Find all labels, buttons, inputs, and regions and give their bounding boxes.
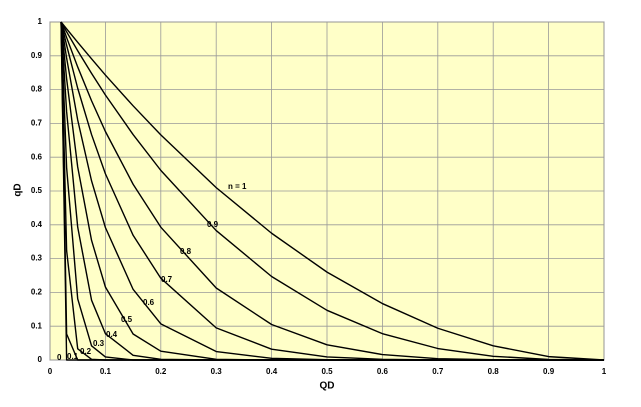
x-axis-title: QD [320, 381, 335, 392]
x-tick-label: 1 [602, 367, 607, 376]
y-tick-label: 0.7 [31, 119, 43, 128]
y-tick-label: 0.3 [31, 254, 43, 263]
curve-label: 0 [57, 353, 62, 362]
x-tick-label: 0.3 [211, 367, 223, 376]
x-tick-label: 0.6 [377, 367, 389, 376]
x-tick-label: 0.7 [432, 367, 444, 376]
x-tick-label: 0.4 [266, 367, 278, 376]
curve [60, 21, 605, 361]
y-tick-label: 0 [38, 355, 43, 364]
curve-label: 0.5 [121, 315, 133, 324]
y-tick-label: 0.8 [31, 85, 43, 94]
x-tick-label: 0 [48, 367, 53, 376]
curve-label: 0.3 [93, 339, 105, 348]
y-tick-label: 1 [38, 17, 43, 26]
curve-label: 0.4 [106, 330, 118, 339]
x-tick-label: 0.1 [100, 367, 112, 376]
y-tick-label: 0.1 [31, 321, 43, 330]
curve-label: 0.1 [67, 352, 79, 361]
curve-label: 0.9 [207, 220, 219, 229]
curve-label: 0.6 [143, 298, 155, 307]
curve-label: n = 1 [228, 182, 247, 191]
y-tick-label: 0.6 [31, 152, 43, 161]
y-tick-label: 0.4 [31, 220, 43, 229]
curve-label: 0.2 [80, 347, 92, 356]
y-tick-label: 0.9 [31, 51, 43, 60]
curve-label: 0.8 [180, 247, 192, 256]
y-axis-title: qD [13, 183, 24, 196]
y-tick-label: 0.5 [31, 186, 43, 195]
curve [60, 21, 604, 361]
x-tick-label: 0.5 [321, 367, 333, 376]
curve [60, 21, 605, 361]
curve-label: 0.7 [161, 275, 173, 284]
y-tick-label: 0.2 [31, 288, 43, 297]
x-tick-label: 0.2 [155, 367, 167, 376]
x-tick-label: 0.9 [543, 367, 555, 376]
x-tick-label: 0.8 [488, 367, 500, 376]
